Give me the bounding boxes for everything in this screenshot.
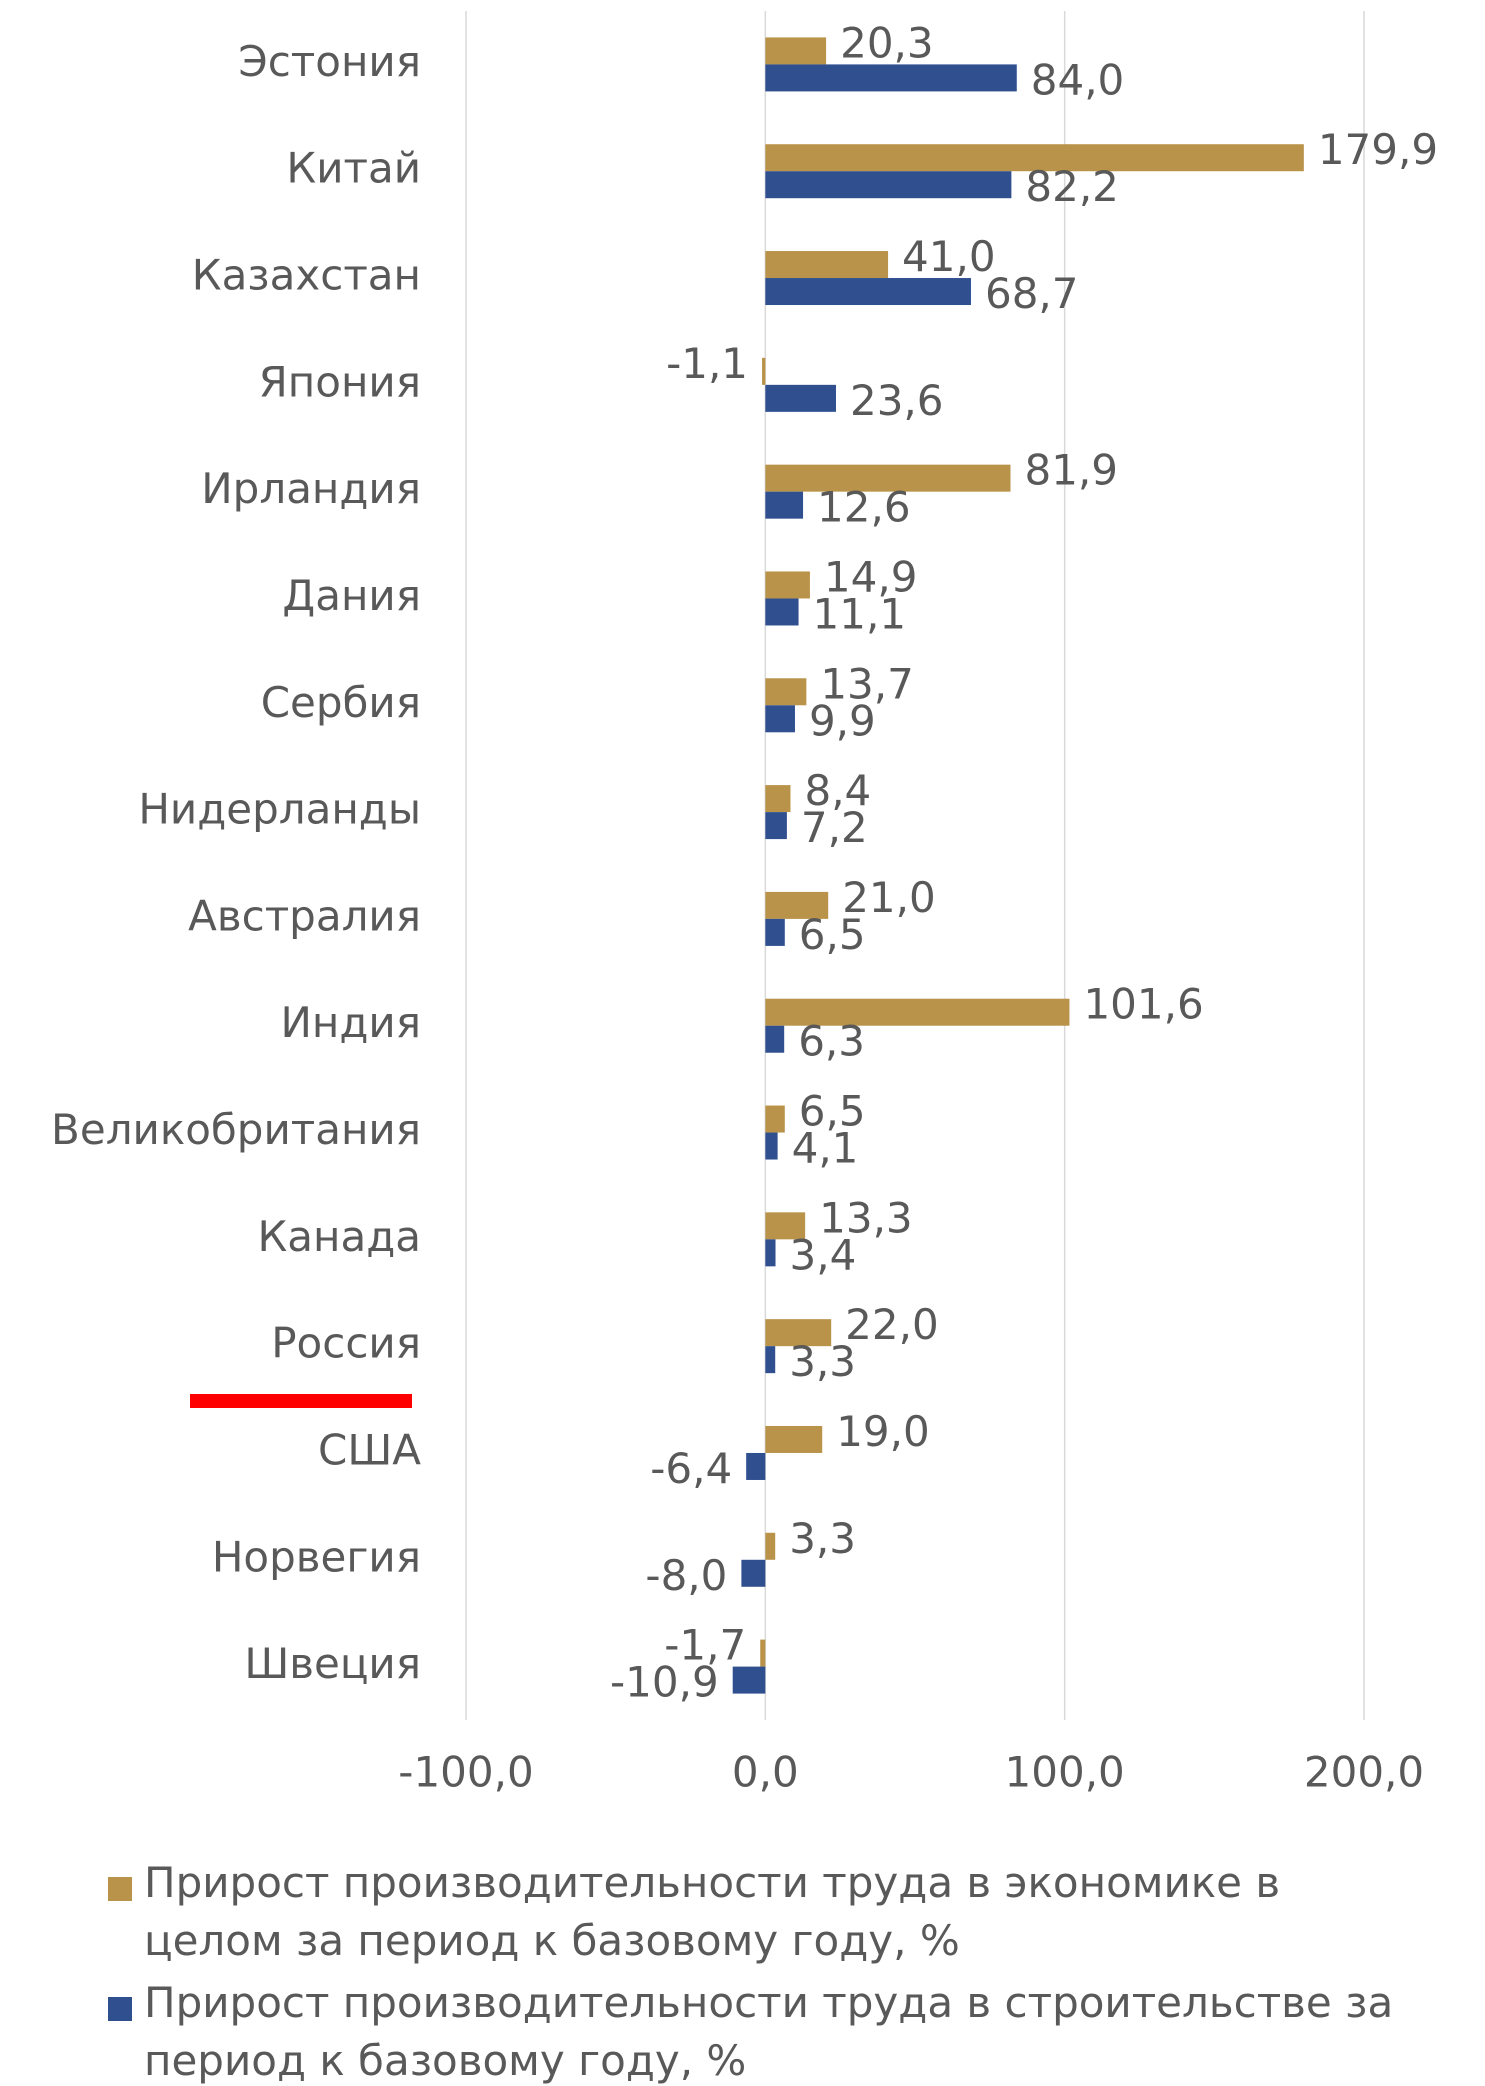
value-label: 4,1 [792,1124,859,1173]
value-label: 23,6 [850,376,944,425]
y-tick-label: Казахстан [192,251,421,300]
value-label: 21,0 [842,873,936,922]
y-tick-label: Великобритания [51,1105,421,1154]
bar [765,278,971,306]
x-tick-label: 100,0 [1005,1748,1125,1797]
value-label: 6,3 [798,1017,865,1066]
bar [765,918,785,946]
value-label: 81,9 [1024,446,1118,495]
value-label: 3,3 [789,1337,856,1386]
bar [765,1425,823,1453]
value-label: 6,5 [799,910,866,959]
value-label: 13,3 [819,1193,913,1242]
bar [765,251,889,279]
value-label: 11,1 [813,589,907,638]
value-label: 41,0 [902,232,996,281]
bar [765,571,810,599]
legend-swatch [108,1997,132,2021]
bar [765,1532,776,1560]
chart: -100,0 0,0 100,0 200,0 Эстония 20,3 84,0 Китай 1… [51,11,1438,1797]
bar [765,171,1012,199]
bar [760,1639,766,1667]
value-label: -1,1 [666,339,748,388]
value-label: 3,3 [789,1514,856,1563]
value-label: -1,7 [664,1621,746,1670]
bar [765,64,1017,92]
y-tick-label: Япония [259,357,421,406]
y-tick-label: Ирландия [201,464,421,513]
legend-label: Прирост производительности труда в строи… [144,1978,1394,2085]
y-tick-label: Китай [286,144,421,193]
bar [746,1452,766,1480]
bar [765,678,807,706]
value-label: 3,4 [790,1230,857,1279]
value-label: 14,9 [824,552,918,601]
bar [765,384,836,412]
value-label: 6,5 [799,1087,866,1136]
value-label: 9,9 [809,696,876,745]
bar [765,1319,832,1347]
value-label: 22,0 [845,1300,939,1349]
x-tick-label: -100,0 [398,1748,533,1797]
bar [765,785,791,813]
x-tick-label: 200,0 [1304,1748,1424,1797]
legend-label: Прирост производительности труда в эконо… [144,1858,1281,1965]
y-tick-label: Индия [281,998,421,1047]
legend-swatch [108,1877,132,1901]
y-tick-label: Сербия [261,678,421,727]
bar [741,1559,766,1587]
bar [765,464,1011,492]
bar [765,705,795,733]
y-tick-label: США [318,1425,421,1474]
y-tick-label: Канада [257,1212,421,1261]
value-label: 13,7 [820,659,914,708]
bar [732,1666,766,1694]
value-label: 101,6 [1083,980,1203,1029]
value-label: -6,4 [650,1444,732,1493]
bar [765,144,1304,172]
bar [765,1239,776,1267]
bar [765,491,804,519]
y-tick-label: Нидерланды [138,785,421,834]
bar [765,37,827,65]
value-label: 68,7 [985,269,1079,318]
value-label: 20,3 [840,18,934,67]
value-label: 19,0 [836,1407,930,1456]
y-tick-label: Швеция [244,1639,421,1688]
value-label: -8,0 [645,1551,727,1600]
bar [765,998,1070,1026]
x-tick-label: 0,0 [732,1748,799,1797]
bar [765,1132,778,1160]
y-tick-label: Эстония [238,37,421,86]
bar [765,891,829,919]
value-label: 179,9 [1318,125,1438,174]
bar [765,1212,806,1240]
value-label: 12,6 [817,483,911,532]
bar [765,1346,776,1374]
bar [762,357,766,385]
bar [765,598,799,626]
value-label: 84,0 [1031,55,1125,104]
value-label: -10,9 [610,1658,719,1707]
value-label: 82,2 [1025,162,1119,211]
value-label: 8,4 [804,766,871,815]
value-label: 7,2 [801,803,868,852]
y-tick-label: Дания [282,571,421,620]
y-tick-label: Австралия [188,891,421,940]
bar [765,1025,785,1053]
bar [765,1105,785,1133]
y-tick-label: Россия [271,1319,421,1368]
y-tick-label: Норвегия [212,1532,421,1581]
bar [765,812,787,840]
